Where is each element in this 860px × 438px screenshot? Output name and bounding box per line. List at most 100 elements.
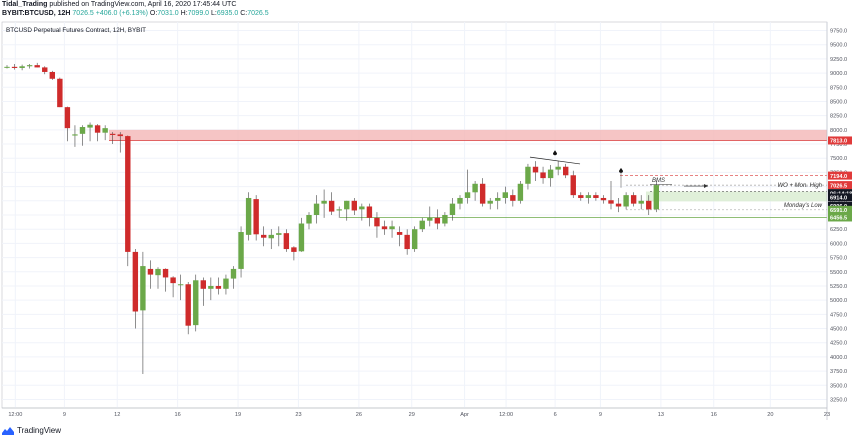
y-tick-label: 6750.0	[830, 199, 847, 205]
candle-bullish[interactable]	[140, 266, 146, 311]
candle-bullish[interactable]	[87, 124, 93, 128]
candle-bullish[interactable]	[238, 232, 244, 269]
level-tag-current-bg	[828, 181, 852, 190]
candle-bullish[interactable]	[472, 183, 478, 193]
candle-bearish[interactable]	[381, 226, 388, 230]
candle-bullish[interactable]	[525, 166, 531, 184]
candle-bearish[interactable]	[646, 200, 652, 210]
y-tick-label: 5250.0	[830, 284, 847, 290]
candle-bearish[interactable]	[117, 134, 123, 137]
candle-bearish[interactable]	[532, 166, 539, 173]
symbol-line: BYBIT:BTCUSD, 12H 7026.5 +406.0 (+6.13%)…	[2, 9, 822, 18]
candle-bullish[interactable]	[464, 192, 471, 198]
x-tick-label: 29	[409, 412, 415, 418]
candle-bullish[interactable]	[193, 280, 199, 326]
candle-bullish[interactable]	[389, 226, 395, 230]
ohlc-close-value: 7026.5	[247, 10, 269, 17]
candle-bullish[interactable]	[547, 169, 554, 179]
candle-bearish[interactable]	[374, 217, 380, 227]
candle-bullish[interactable]	[72, 134, 78, 136]
candle-bullish[interactable]	[208, 285, 214, 289]
candle-bearish[interactable]	[11, 66, 18, 68]
candle-bullish[interactable]	[555, 166, 561, 170]
candle-bullish[interactable]	[102, 128, 108, 133]
publisher-name[interactable]: Tidal_Trading	[2, 1, 48, 8]
candle-bearish[interactable]	[593, 195, 599, 198]
candle-bullish[interactable]	[517, 183, 524, 201]
demand-zone	[646, 191, 827, 202]
candle-bearish[interactable]	[170, 277, 176, 284]
candle-bearish[interactable]	[125, 136, 131, 252]
candle-bearish[interactable]	[615, 203, 622, 207]
candle-bullish[interactable]	[4, 66, 10, 68]
candle-bearish[interactable]	[200, 280, 206, 289]
candle-bullish[interactable]	[245, 197, 252, 235]
candle-bullish[interactable]	[457, 197, 463, 204]
candle-bearish[interactable]	[253, 199, 259, 235]
candle-bullish[interactable]	[412, 229, 418, 250]
candle-bearish[interactable]	[215, 285, 222, 289]
candle-bearish[interactable]	[34, 65, 40, 68]
candle-bearish[interactable]	[185, 284, 191, 326]
candle-bullish[interactable]	[653, 185, 659, 210]
candle-bullish[interactable]	[336, 209, 342, 211]
candle-bullish[interactable]	[19, 66, 25, 68]
candle-bearish[interactable]	[510, 195, 516, 201]
candle-bullish[interactable]	[313, 203, 320, 215]
candle-bearish[interactable]	[563, 166, 569, 176]
candle-bearish[interactable]	[351, 200, 357, 211]
candle-bearish[interactable]	[434, 217, 441, 224]
candle-bearish[interactable]	[261, 234, 267, 238]
candle-bearish[interactable]	[283, 233, 290, 250]
candle-bullish[interactable]	[26, 65, 33, 67]
candle-bearish[interactable]	[132, 251, 139, 312]
candle-bullish[interactable]	[442, 215, 448, 224]
candle-bearish[interactable]	[396, 232, 403, 235]
candle-bullish[interactable]	[344, 200, 350, 210]
publish-line: Tidal_Trading published on TradingView.c…	[2, 0, 822, 9]
y-tick-label: 4000.0	[830, 355, 847, 361]
candle-bullish[interactable]	[427, 217, 433, 221]
candle-bearish[interactable]	[404, 234, 410, 250]
candle-bearish[interactable]	[608, 200, 614, 204]
candle-bullish[interactable]	[79, 127, 86, 134]
candle-bullish[interactable]	[487, 200, 493, 204]
candle-bullish[interactable]	[623, 195, 629, 207]
candle-bullish[interactable]	[223, 278, 229, 289]
candle-bearish[interactable]	[570, 175, 576, 196]
candle-bearish[interactable]	[147, 268, 154, 275]
candle-bullish[interactable]	[495, 197, 501, 201]
candle-bullish[interactable]	[321, 200, 327, 204]
candle-bearish[interactable]	[110, 133, 116, 135]
candle-bearish[interactable]	[162, 268, 169, 278]
candle-bullish[interactable]	[306, 215, 312, 224]
candle-bearish[interactable]	[49, 71, 55, 79]
brand-name[interactable]: TradingView	[17, 426, 62, 435]
candle-bearish[interactable]	[630, 195, 637, 204]
candle-bullish[interactable]	[359, 206, 365, 210]
candle-bearish[interactable]	[42, 67, 48, 72]
candle-bearish[interactable]	[600, 197, 607, 201]
candle-bullish[interactable]	[419, 220, 425, 230]
candle-bearish[interactable]	[479, 183, 486, 204]
candle-bullish[interactable]	[268, 234, 274, 239]
candle-bearish[interactable]	[578, 195, 584, 198]
candle-bullish[interactable]	[155, 268, 161, 276]
y-tick-label: 3250.0	[830, 397, 847, 403]
candle-bullish[interactable]	[638, 200, 644, 204]
candle-bearish[interactable]	[328, 200, 335, 212]
candle-bearish[interactable]	[540, 172, 546, 179]
candle-bearish[interactable]	[57, 78, 63, 108]
candle-bullish[interactable]	[298, 223, 305, 252]
candle-bullish[interactable]	[276, 233, 282, 235]
candle-bearish[interactable]	[291, 247, 297, 252]
candle-bearish[interactable]	[94, 125, 101, 133]
candle-bearish[interactable]	[64, 107, 71, 129]
candle-bullish[interactable]	[230, 268, 237, 279]
candle-bullish[interactable]	[177, 284, 184, 286]
candle-bearish[interactable]	[366, 206, 373, 218]
candle-bullish[interactable]	[585, 195, 592, 198]
candle-bullish[interactable]	[449, 203, 456, 215]
candle-bullish[interactable]	[502, 192, 508, 198]
